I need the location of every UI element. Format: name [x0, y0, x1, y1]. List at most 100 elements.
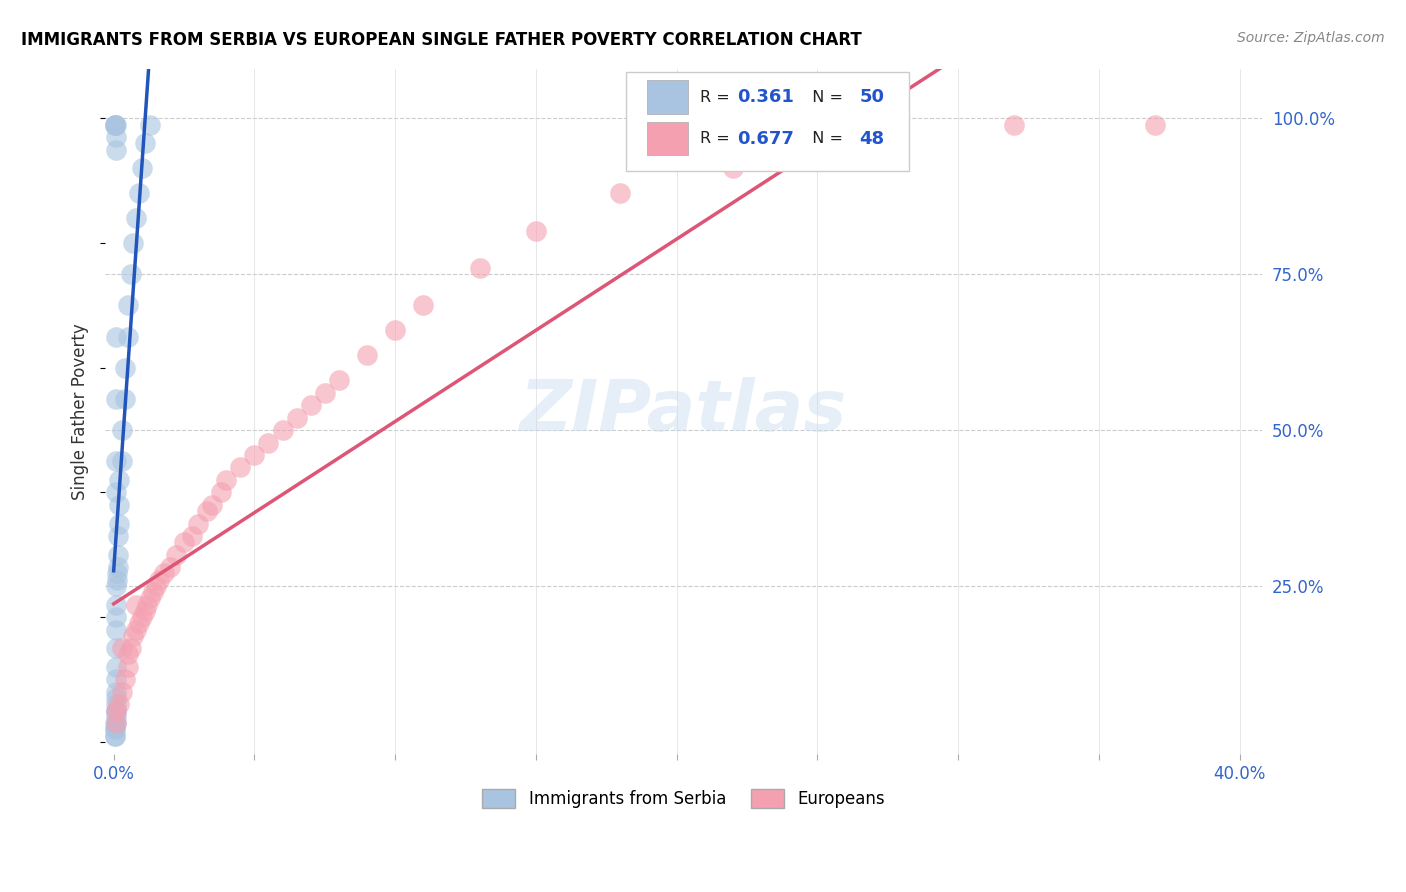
Point	[384, 323, 406, 337]
FancyBboxPatch shape	[647, 80, 689, 114]
Point	[165, 548, 187, 562]
Point	[122, 235, 145, 250]
Point	[114, 360, 136, 375]
Point	[104, 118, 127, 132]
Point	[104, 729, 127, 743]
Point	[136, 598, 159, 612]
Point	[134, 604, 156, 618]
Point	[105, 704, 128, 718]
Legend: Immigrants from Serbia, Europeans: Immigrants from Serbia, Europeans	[475, 782, 891, 814]
Point	[609, 186, 631, 201]
Point	[145, 579, 167, 593]
Point	[139, 591, 162, 606]
Point	[108, 473, 131, 487]
Point	[128, 616, 150, 631]
Point	[201, 498, 224, 512]
Point	[328, 373, 350, 387]
Point	[104, 710, 127, 724]
Point	[128, 186, 150, 201]
Point	[299, 398, 322, 412]
Point	[108, 498, 131, 512]
Point	[105, 579, 128, 593]
Text: N =: N =	[801, 90, 848, 105]
Point	[108, 698, 131, 712]
Point	[111, 641, 134, 656]
Point	[139, 118, 162, 132]
Point	[105, 598, 128, 612]
Text: ZIPatlas: ZIPatlas	[520, 376, 848, 446]
Point	[314, 385, 336, 400]
Point	[105, 118, 128, 132]
Point	[181, 529, 204, 543]
Point	[107, 560, 129, 574]
Y-axis label: Single Father Poverty: Single Father Poverty	[72, 323, 89, 500]
Point	[105, 704, 128, 718]
Point	[271, 423, 294, 437]
Point	[215, 473, 238, 487]
FancyBboxPatch shape	[647, 122, 689, 155]
Point	[125, 598, 148, 612]
Point	[111, 454, 134, 468]
Point	[131, 610, 153, 624]
Point	[153, 566, 176, 581]
Point	[105, 698, 128, 712]
Point	[125, 211, 148, 226]
Point	[107, 529, 129, 543]
Point	[105, 641, 128, 656]
Point	[173, 535, 195, 549]
Text: N =: N =	[801, 131, 848, 146]
Point	[122, 629, 145, 643]
Text: R =: R =	[700, 131, 735, 146]
Point	[105, 685, 128, 699]
Point	[120, 641, 142, 656]
Point	[105, 485, 128, 500]
Point	[104, 454, 127, 468]
Point	[104, 716, 127, 731]
Text: 0.677: 0.677	[737, 130, 794, 148]
Point	[117, 648, 139, 662]
Point	[1144, 118, 1167, 132]
Point	[243, 448, 266, 462]
Point	[159, 560, 181, 574]
Point	[103, 723, 125, 737]
Point	[117, 298, 139, 312]
Point	[142, 585, 165, 599]
Point	[104, 729, 127, 743]
Point	[862, 136, 884, 151]
Point	[114, 673, 136, 687]
Point	[187, 516, 209, 531]
Point	[356, 348, 378, 362]
Point	[105, 623, 128, 637]
Point	[131, 161, 153, 176]
Text: 0.361: 0.361	[737, 88, 794, 106]
Point	[117, 329, 139, 343]
Text: 50: 50	[859, 88, 884, 106]
Point	[105, 392, 128, 406]
Point	[468, 260, 491, 275]
Point	[104, 118, 127, 132]
Point	[524, 224, 547, 238]
Point	[104, 723, 127, 737]
Point	[257, 435, 280, 450]
Point	[108, 516, 131, 531]
Point	[125, 623, 148, 637]
Point	[148, 573, 170, 587]
Point	[107, 548, 129, 562]
Point	[105, 573, 128, 587]
Point	[105, 660, 128, 674]
Point	[114, 392, 136, 406]
Point	[105, 130, 128, 145]
Point	[412, 298, 434, 312]
Point	[111, 685, 134, 699]
Point	[134, 136, 156, 151]
Point	[117, 660, 139, 674]
Text: IMMIGRANTS FROM SERBIA VS EUROPEAN SINGLE FATHER POVERTY CORRELATION CHART: IMMIGRANTS FROM SERBIA VS EUROPEAN SINGL…	[21, 31, 862, 49]
Point	[105, 610, 128, 624]
Text: Source: ZipAtlas.com: Source: ZipAtlas.com	[1237, 31, 1385, 45]
Point	[104, 716, 127, 731]
Text: R =: R =	[700, 90, 735, 105]
Point	[104, 329, 127, 343]
Point	[105, 143, 128, 157]
Point	[105, 716, 128, 731]
FancyBboxPatch shape	[626, 72, 910, 171]
